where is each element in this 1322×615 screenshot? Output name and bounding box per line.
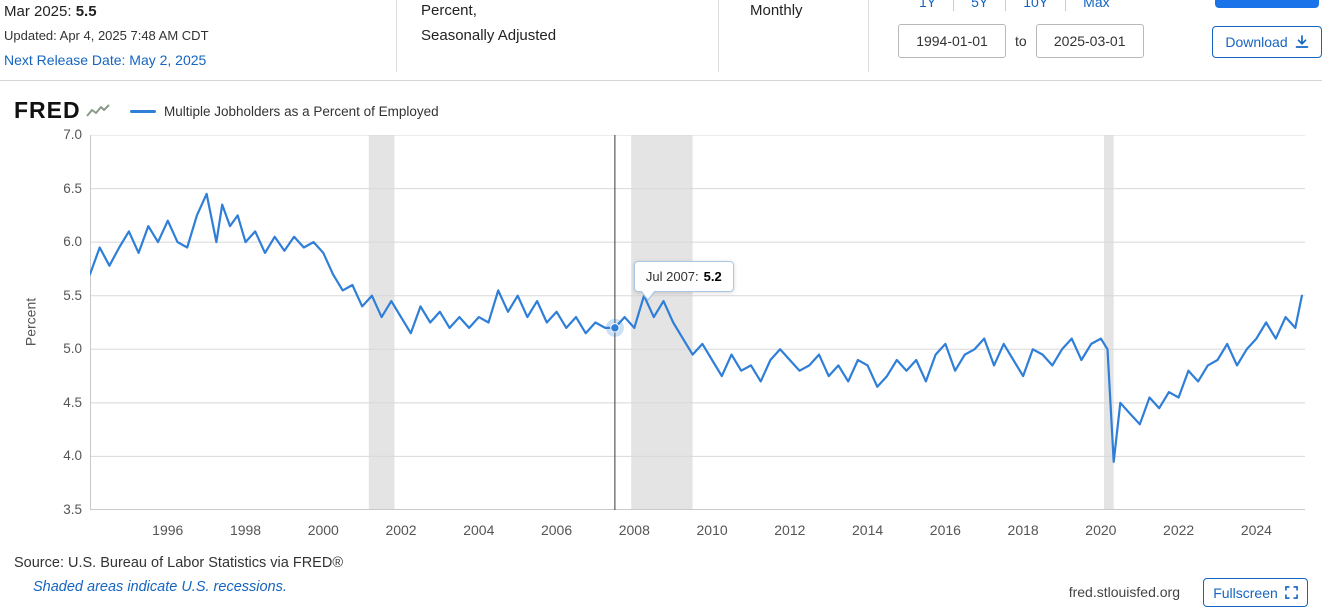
x-tick-label: 2024 <box>1240 522 1272 538</box>
x-tick-label: 2004 <box>463 522 495 538</box>
x-tick-label: 2000 <box>307 522 339 538</box>
x-tick-label: 2008 <box>618 522 650 538</box>
download-icon <box>1295 35 1308 48</box>
fred-logo[interactable]: FRED <box>14 97 110 124</box>
recession-note-link[interactable]: Shaded areas indicate U.S. recessions. <box>33 579 287 595</box>
fullscreen-icon <box>1284 586 1298 599</box>
tooltip-pointer <box>640 289 655 299</box>
header-divider <box>718 0 719 72</box>
observation-date-label: Mar 2025: <box>4 3 72 20</box>
range-max-button[interactable]: Max <box>1066 0 1126 11</box>
x-tick-label: 2014 <box>852 522 884 538</box>
end-date-input[interactable] <box>1035 24 1144 58</box>
x-tick-label: 2002 <box>385 522 417 538</box>
observation-value: 5.5 <box>75 3 97 20</box>
x-tick-label: 2020 <box>1085 522 1117 538</box>
x-tick-label: 2012 <box>774 522 806 538</box>
tooltip-value: 5.2 <box>703 268 722 284</box>
x-tick-label: 2018 <box>1007 522 1039 538</box>
y-tick-label: 5.5 <box>63 287 82 303</box>
latest-observation: Mar 2025: 5.5 <box>4 3 97 20</box>
source-attribution: Source: U.S. Bureau of Labor Statistics … <box>14 555 344 571</box>
y-tick-label: 4.5 <box>63 394 82 410</box>
y-tick-label: 5.0 <box>63 341 82 357</box>
download-button[interactable]: Download <box>1212 26 1322 58</box>
x-tick-label: 1996 <box>152 522 184 538</box>
legend-label: Multiple Jobholders as a Percent of Empl… <box>164 104 439 119</box>
x-tick-label: 2022 <box>1163 522 1195 538</box>
x-tick-label: 2006 <box>540 522 573 538</box>
fred-url-link[interactable]: fred.stlouisfed.org <box>1068 584 1180 600</box>
fullscreen-button-label: Fullscreen <box>1213 584 1278 601</box>
y-tick-label: 3.5 <box>63 502 82 517</box>
date-range-picker: to <box>898 24 1144 58</box>
x-tick-label: 2016 <box>929 522 961 538</box>
date-range-to-label: to <box>1015 33 1027 49</box>
graph-area: FRED Multiple Jobholders as a Percent of… <box>0 81 1322 615</box>
legend-line-swatch <box>130 110 156 113</box>
y-tick-label: 6.5 <box>63 180 82 196</box>
tooltip-date: Jul 2007: <box>645 268 699 284</box>
range-5y-button[interactable]: 5Y <box>954 0 1007 11</box>
y-axis-title: Percent <box>22 297 39 347</box>
y-tick-label: 7.0 <box>63 127 82 142</box>
x-tick-label: 2010 <box>696 522 728 538</box>
fullscreen-button[interactable]: Fullscreen <box>1203 578 1308 607</box>
units-label-line2: Seasonally Adjusted <box>421 27 557 44</box>
range-10y-button[interactable]: 10Y <box>1006 0 1067 11</box>
fred-sparkline-icon <box>85 103 110 117</box>
graph-header: Mar 2025: 5.5 Updated: Apr 4, 2025 7:48 … <box>0 0 1322 81</box>
fred-wordmark: FRED <box>14 97 81 123</box>
updated-timestamp: Updated: Apr 4, 2025 7:48 AM CDT <box>4 28 209 43</box>
plot-canvas[interactable] <box>90 135 1305 510</box>
header-divider <box>868 0 869 72</box>
frequency-label: Monthly <box>750 2 803 19</box>
next-release-date: Next Release Date: May 2, 2025 <box>4 52 207 68</box>
range-1y-button[interactable]: 1Y <box>902 0 955 11</box>
y-tick-label: 4.0 <box>63 448 82 464</box>
start-date-input[interactable] <box>898 24 1006 58</box>
range-selector: 1Y 5Y 10Y Max <box>902 0 1127 13</box>
units-label-line1: Percent, <box>421 2 477 19</box>
download-button-label: Download <box>1225 34 1288 50</box>
chart-tooltip: Jul 2007: 5.2 <box>633 260 734 301</box>
y-tick-label: 6.0 <box>63 234 82 250</box>
edit-graph-button-clipped[interactable] <box>1215 0 1319 8</box>
x-tick-label: 1998 <box>229 522 262 538</box>
legend-item[interactable]: Multiple Jobholders as a Percent of Empl… <box>130 104 439 119</box>
header-divider <box>396 0 397 72</box>
